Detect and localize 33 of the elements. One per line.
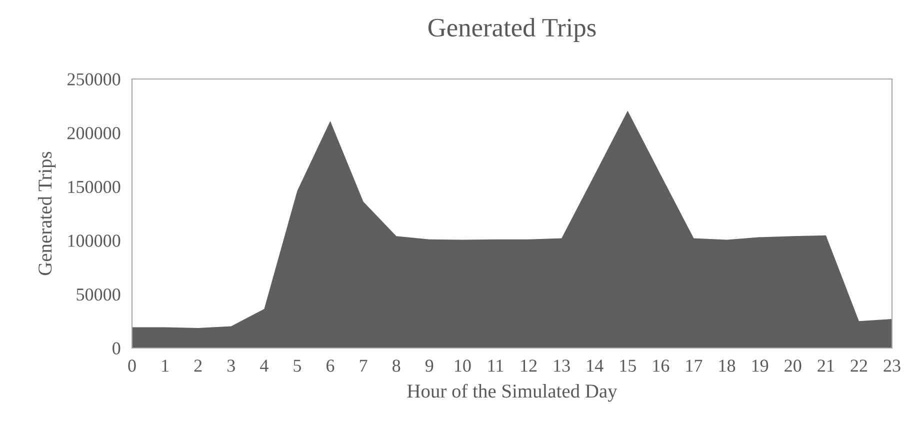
x-tick-label: 3 [227,360,235,372]
y-tick-label: 100000 [68,234,120,247]
x-axis-title: Hour of the Simulated Day [407,384,618,402]
x-tick-label: 7 [360,360,368,372]
y-tick-label: 250000 [68,73,120,86]
x-tick-label: 14 [587,360,604,372]
y-tick-label: 150000 [68,180,120,194]
x-tick-label: 1 [162,360,168,372]
x-tick-label: 15 [620,360,636,372]
x-tick-label: 12 [521,360,537,372]
x-tick-label: 6 [326,360,334,372]
x-tick-label: 23 [884,360,900,372]
x-tick-label: 5 [294,360,302,372]
chart-title: Generated Trips [428,18,596,42]
x-tick-label: 19 [752,360,768,372]
x-tick-label: 17 [686,360,702,372]
x-tick-label: 0 [128,360,136,372]
x-tick-label: 4 [260,360,268,372]
y-tick-label: 200000 [68,127,120,140]
x-tick-label: 8 [392,360,400,372]
x-tick-label: 16 [653,360,670,372]
y-axis-title: Generated Trips [38,152,56,276]
x-tick-label: 2 [194,360,202,372]
x-tick-label: 20 [784,360,802,372]
x-tick-label: 11 [488,360,504,372]
x-tick-label: 10 [454,360,471,372]
x-tick-label: 9 [425,360,434,372]
y-tick-label: 50000 [76,288,120,301]
x-tick-label: 22 [850,360,867,372]
x-tick-label: 13 [554,360,570,372]
x-tick-label: 18 [719,360,736,372]
y-tick-label: 0 [112,342,120,354]
x-tick-label: 21 [818,360,834,372]
